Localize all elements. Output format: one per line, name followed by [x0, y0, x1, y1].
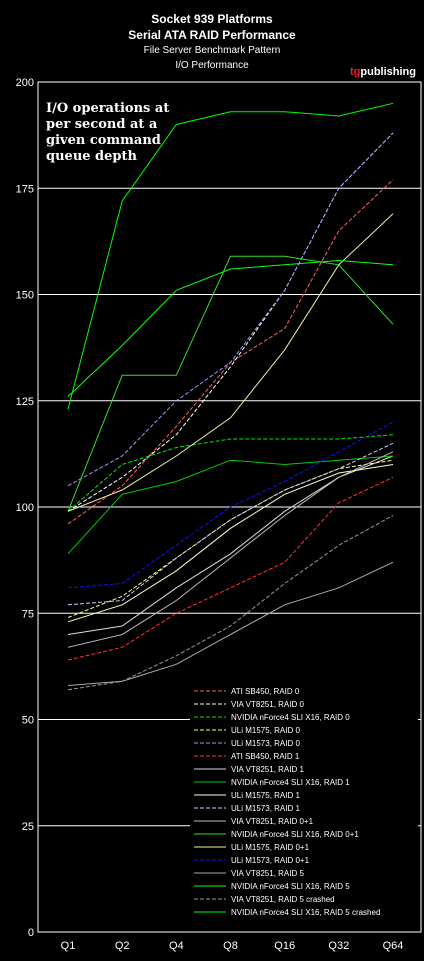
legend-label: NVIDIA nForce4 SLI X16, RAID 0+1	[231, 830, 359, 839]
x-tick-label: Q4	[169, 940, 184, 952]
legend-label: ULi M1573, RAID 0	[231, 739, 300, 748]
y-tick-label: 0	[28, 927, 34, 939]
series-line-17	[67, 102, 394, 410]
x-tick-label: Q64	[383, 940, 404, 952]
series-line-7	[67, 455, 394, 555]
chart-subtitle-line1: File Server Benchmark Pattern	[144, 45, 281, 56]
y-tick-label: 25	[22, 821, 34, 833]
series-line-9	[67, 442, 394, 606]
y-tick-label: 125	[16, 396, 34, 408]
series-line-5	[67, 476, 394, 661]
chart-annotation: I/O operations at per second at a given …	[46, 101, 169, 164]
series-line-12	[67, 213, 394, 512]
series-line-16	[67, 515, 394, 691]
legend-label: ULi M1575, RAID 1	[231, 791, 300, 800]
legend-label: ULi M1573, RAID 1	[231, 804, 300, 813]
annotation-line-3: given command	[46, 133, 161, 148]
series-line-8	[67, 464, 394, 623]
annotation-line-4: queue depth	[46, 149, 138, 164]
series-line-4	[67, 132, 394, 487]
legend-label: VIA VT8251, RAID 0+1	[231, 817, 314, 826]
legend-label: VIA VT8251, RAID 5 crashed	[231, 895, 335, 904]
y-tick-label: 100	[16, 502, 34, 514]
series-line-15	[67, 259, 394, 397]
brand-logo: tgpublishing	[350, 66, 416, 78]
x-tick-label: Q8	[223, 940, 238, 952]
legend-label: NVIDIA nForce4 SLI X16, RAID 5 crashed	[231, 908, 380, 917]
legend-label: VIA VT8251, RAID 5	[231, 869, 304, 878]
legend-label: ATI SB450, RAID 0	[231, 687, 300, 696]
chart-subtitle-line2: I/O Performance	[175, 60, 249, 71]
y-tick-label: 50	[22, 715, 34, 727]
y-tick-label: 75	[22, 608, 34, 620]
y-axis-ticks: 0 25 50 75 100 125 150 175 200	[16, 77, 34, 939]
legend-label: VIA VT8251, RAID 0	[231, 700, 304, 709]
y-tick-label: 175	[16, 183, 34, 195]
y-tick-label: 200	[16, 77, 34, 89]
legend-label: ULi M1575, RAID 0	[231, 726, 300, 735]
brand-prefix: tg	[350, 66, 360, 78]
x-tick-label: Q32	[328, 940, 349, 952]
legend-label: ATI SB450, RAID 1	[231, 752, 300, 761]
series-line-10	[67, 451, 394, 648]
legend-label: ULi M1575, RAID 0+1	[231, 843, 310, 852]
legend-label: NVIDIA nForce4 SLI X16, RAID 5	[231, 882, 350, 891]
chart-title-line1: Socket 939 Platforms	[151, 12, 273, 26]
series-lines	[67, 102, 394, 691]
x-tick-label: Q2	[115, 940, 130, 952]
legend-label: NVIDIA nForce4 SLI X16, RAID 0	[231, 713, 350, 722]
brand-suffix: publishing	[360, 66, 416, 78]
annotation-line-1: I/O operations at	[46, 101, 169, 116]
x-tick-label: Q1	[61, 940, 76, 952]
series-line-2	[67, 434, 394, 512]
legend: ATI SB450, RAID 0 VIA VT8251, RAID 0 NVIDI…	[194, 687, 380, 917]
x-tick-label: Q16	[274, 940, 295, 952]
legend-label: NVIDIA nForce4 SLI X16, RAID 1	[231, 778, 350, 787]
legend-background	[190, 683, 418, 927]
legend-label: VIA VT8251, RAID 1	[231, 765, 304, 774]
annotation-line-2: per second at a	[46, 117, 158, 132]
legend-label: ULi M1573, RAID 0+1	[231, 856, 310, 865]
chart-title-line2: Serial ATA RAID Performance	[128, 28, 296, 42]
x-axis-ticks: Q1 Q2 Q4 Q8 Q16 Q32 Q64	[61, 940, 404, 952]
y-tick-label: 150	[16, 290, 34, 302]
series-line-13	[67, 421, 394, 589]
